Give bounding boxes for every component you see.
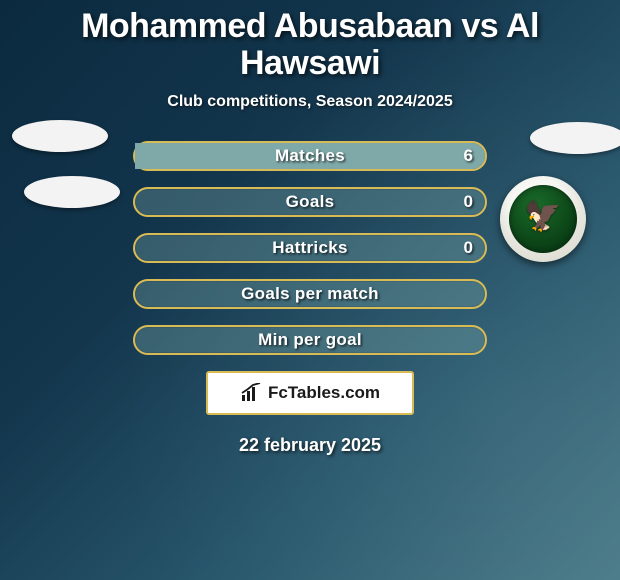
stat-row: 0 Goals [133, 187, 487, 217]
comparison-subtitle: Club competitions, Season 2024/2025 [0, 93, 620, 111]
stat-row: Min per goal [133, 325, 487, 355]
stat-value-right: 6 [464, 143, 473, 169]
brand-text: FcTables.com [268, 383, 380, 403]
stat-value-right: 0 [464, 235, 473, 261]
comparison-rows: 6 Matches 0 Goals 0 Hattricks Goals per match M… [133, 141, 487, 355]
player-right-avatar-placeholder [530, 122, 620, 154]
comparison-date: 22 february 2025 [0, 435, 620, 456]
stat-label: Goals per match [241, 284, 379, 304]
player-left-avatar-placeholder-2 [24, 176, 120, 208]
club-badge-icon: 🦅 [524, 202, 561, 232]
stat-value-right: 0 [464, 189, 473, 215]
comparison-title: Mohammed Abusabaan vs Al Hawsawi [0, 6, 620, 87]
brand-chart-icon [240, 383, 262, 403]
brand-watermark: FcTables.com [206, 371, 414, 415]
stat-label: Hattricks [272, 238, 347, 258]
stat-label: Goals [286, 192, 335, 212]
stat-label: Matches [275, 146, 345, 166]
stat-row: 0 Hattricks [133, 233, 487, 263]
club-badge: 🦅 [500, 176, 586, 262]
stat-row: Goals per match [133, 279, 487, 309]
stat-row: 6 Matches [133, 141, 487, 171]
player-left-avatar-placeholder-1 [12, 120, 108, 152]
stat-label: Min per goal [258, 330, 362, 350]
